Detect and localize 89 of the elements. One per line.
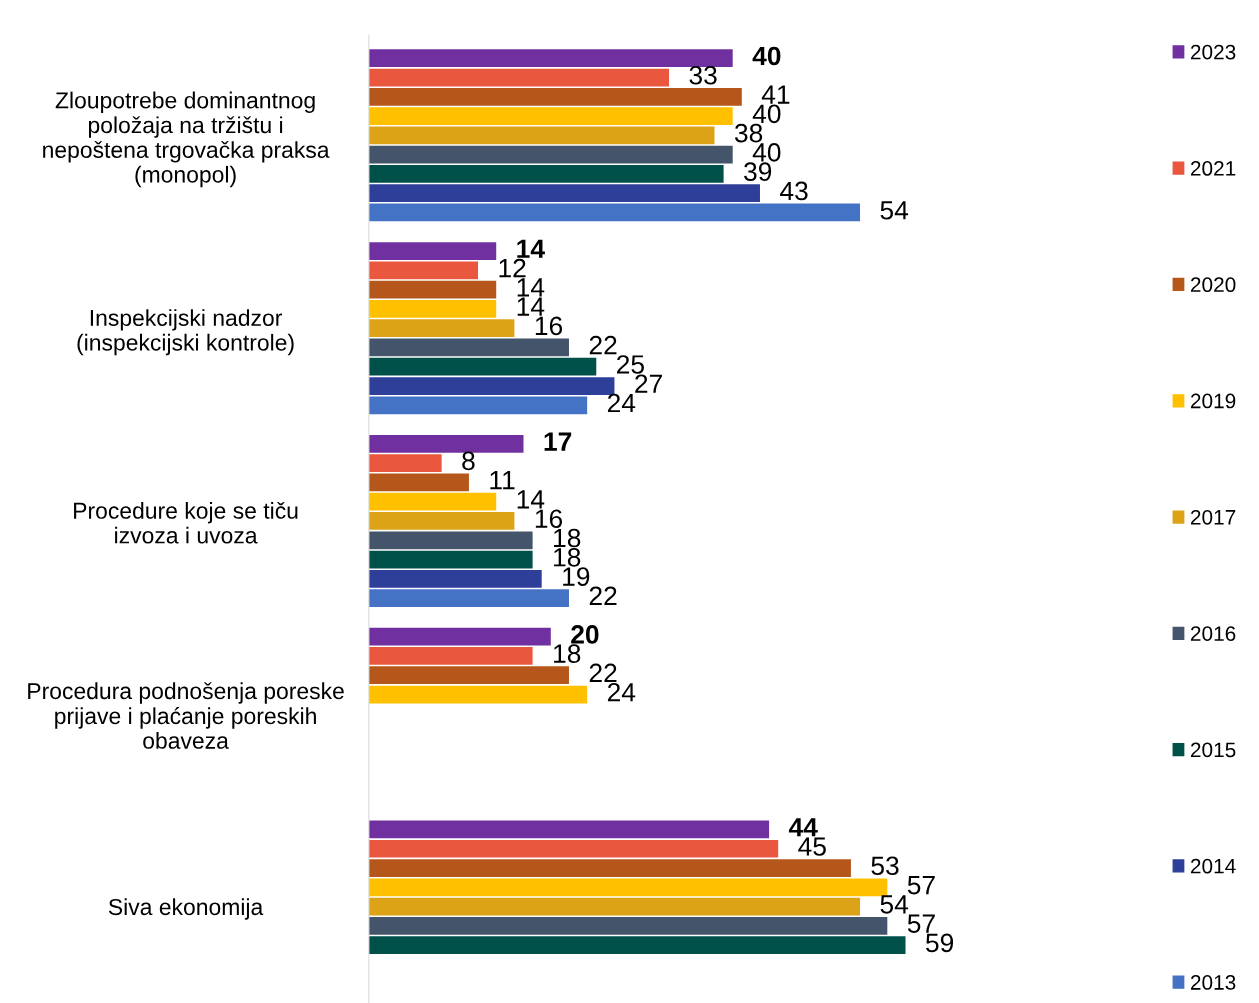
legend-label: 2023 <box>1190 44 1236 60</box>
y-tick-label: Siva ekonomija <box>108 898 264 920</box>
bar <box>368 589 569 607</box>
bar <box>368 917 888 935</box>
data-label: 40 <box>752 46 781 66</box>
bar <box>368 569 542 588</box>
data-label: 20 <box>571 625 599 644</box>
bar <box>368 242 497 260</box>
data-label: 19 <box>563 567 590 586</box>
bar <box>368 87 742 106</box>
data-label: 54 <box>880 201 909 220</box>
data-label: 14 <box>517 239 545 258</box>
data-label: 53 <box>871 856 899 876</box>
data-label: 33 <box>689 65 717 85</box>
data-label: 43 <box>780 181 808 201</box>
legend-label: 2021 <box>1190 161 1236 176</box>
bar <box>368 512 515 530</box>
bar <box>368 107 733 125</box>
data-label: 22 <box>589 335 617 355</box>
bar <box>368 685 588 704</box>
y-tick-label: Zloupotrebe dominantnog položaja na tržištu i nepoštena trgovačka praksa (monopol) <box>43 91 330 188</box>
bar <box>368 338 569 357</box>
bar <box>368 550 533 569</box>
bar <box>368 878 888 897</box>
data-label: 39 <box>744 162 772 182</box>
bar <box>368 280 497 299</box>
bar <box>368 68 670 87</box>
bar <box>368 396 588 415</box>
data-label: 44 <box>788 818 818 837</box>
data-label: 22 <box>589 663 617 683</box>
bar <box>368 666 569 685</box>
legend-label: 2017 <box>1190 509 1236 525</box>
bar <box>368 492 497 511</box>
bar <box>368 820 770 839</box>
data-label: 38 <box>734 123 763 143</box>
bar <box>368 145 733 164</box>
data-label: 14 <box>517 297 545 316</box>
data-label: 18 <box>554 547 581 567</box>
legend-label: 2013 <box>1190 975 1236 990</box>
data-label: 11 <box>490 471 515 490</box>
bar <box>368 165 724 183</box>
bar <box>368 454 442 473</box>
data-label: 18 <box>554 644 581 664</box>
data-label: 57 <box>907 875 935 895</box>
data-label: 16 <box>535 509 563 529</box>
data-label: 18 <box>554 528 581 548</box>
bar <box>368 859 851 877</box>
bar <box>368 434 524 453</box>
data-label: 57 <box>907 914 935 933</box>
data-label: 14 <box>517 278 545 297</box>
data-label: 17 <box>544 432 572 451</box>
data-label: 24 <box>607 393 636 413</box>
legend-label: 2020 <box>1190 277 1236 293</box>
data-label: 8 <box>462 451 475 471</box>
legend-label: 2014 <box>1190 858 1236 874</box>
data-label: 45 <box>798 837 826 856</box>
bar <box>368 357 597 376</box>
legend-label: 2019 <box>1190 393 1236 409</box>
data-label: 14 <box>517 490 545 509</box>
bar <box>368 936 906 955</box>
y-tick-label: Procedura podnošenja poreske prijave i plaćanje poreskih obaveza <box>28 682 344 749</box>
y-tick-label: Inspekcijski nadzor (inspekcijski kontrole) <box>77 309 294 356</box>
y-tick-label: Procedure koje se tiču izvoza i uvoza <box>74 501 298 544</box>
bar <box>368 839 779 858</box>
bar <box>368 473 469 492</box>
bar <box>368 300 497 318</box>
bar <box>368 319 515 338</box>
data-label: 12 <box>499 258 526 278</box>
data-label: 59 <box>926 933 954 953</box>
bar <box>368 647 533 665</box>
legend-label: 2016 <box>1190 626 1236 641</box>
data-label: 24 <box>607 682 636 702</box>
bar <box>368 627 551 646</box>
data-label: 27 <box>635 374 662 393</box>
bar <box>368 897 861 916</box>
data-label: 22 <box>589 586 617 605</box>
bar <box>368 261 479 280</box>
bar <box>368 203 861 222</box>
data-label: 40 <box>752 104 781 124</box>
bar <box>368 184 760 203</box>
bar <box>368 126 715 145</box>
bar <box>368 531 533 550</box>
bar <box>368 49 733 68</box>
data-label: 16 <box>535 316 563 336</box>
data-label: 25 <box>617 355 644 374</box>
data-label: 41 <box>761 85 790 104</box>
data-label: 54 <box>880 895 909 914</box>
legend-label: 2015 <box>1190 742 1236 758</box>
data-label: 40 <box>752 143 781 162</box>
